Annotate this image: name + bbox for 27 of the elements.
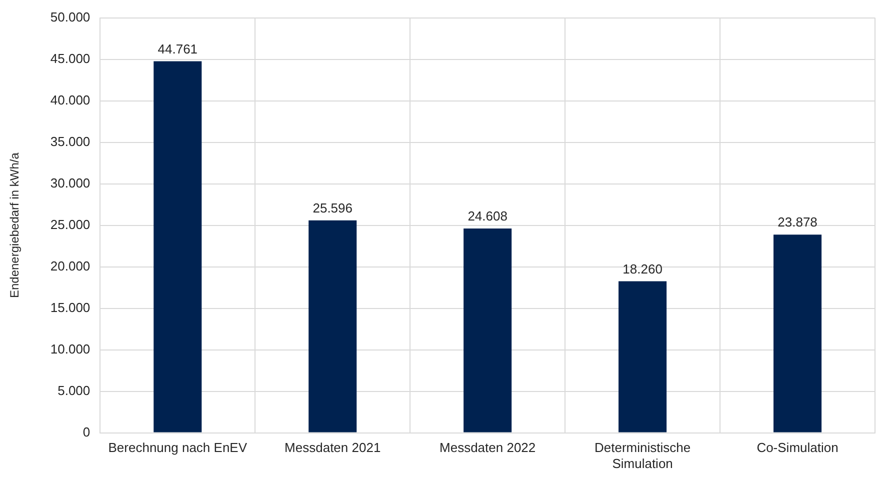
y-tick-label: 20.000 — [50, 258, 90, 274]
x-tick-label: Berechnung nach EnEV — [108, 440, 248, 456]
data-label: 18.260 — [622, 261, 662, 276]
data-label: 44.761 — [158, 41, 198, 56]
data-label: 23.878 — [778, 214, 818, 230]
y-tick-label: 5.000 — [58, 382, 90, 398]
y-tick-label: 40.000 — [50, 92, 90, 108]
y-tick-label: 15.000 — [50, 300, 90, 315]
y-tick-label: 0 — [82, 424, 90, 440]
data-label: 25.596 — [312, 200, 352, 216]
y-tick-label: 10.000 — [50, 341, 90, 356]
bar — [154, 61, 202, 432]
bar — [308, 220, 357, 432]
y-tick-label: 45.000 — [50, 50, 90, 66]
bar — [618, 281, 667, 432]
y-tick-label: 35.000 — [50, 134, 90, 149]
y-axis-title: Endenergiebedarf in kWh/a — [8, 152, 22, 298]
bar — [464, 228, 512, 432]
x-tick-label: Deterministische Simulation — [594, 440, 691, 471]
y-tick-label: 50.000 — [50, 9, 90, 24]
bar — [773, 234, 822, 432]
x-tick-label: Messdaten 2022 — [440, 440, 536, 456]
x-tick-label: Messdaten 2021 — [284, 440, 381, 456]
data-label: 24.608 — [468, 208, 508, 224]
y-tick-label: 30.000 — [50, 175, 90, 190]
y-tick-label: 25.000 — [50, 216, 90, 232]
x-tick-label: Co-Simulation — [756, 440, 838, 456]
